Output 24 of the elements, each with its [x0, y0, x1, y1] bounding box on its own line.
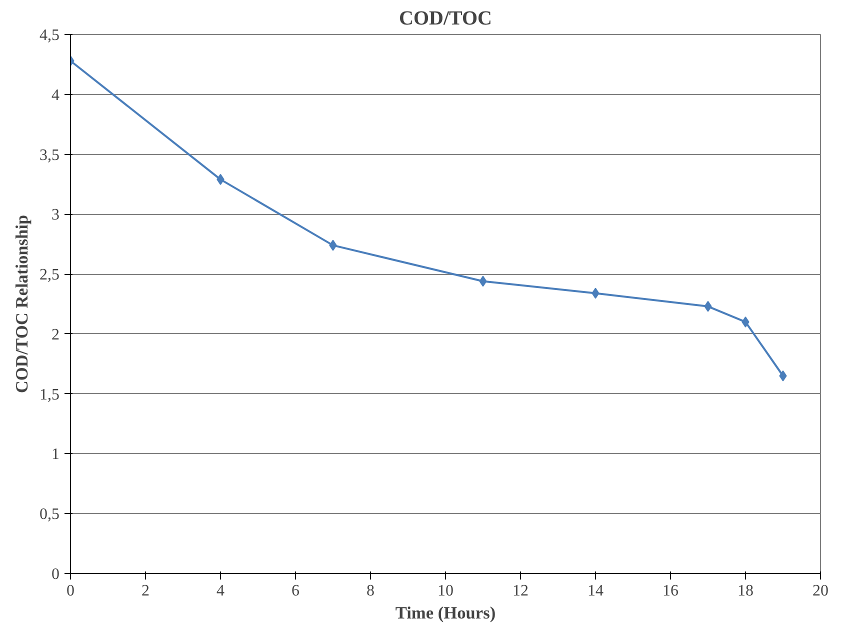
- x-tick-label: 6: [292, 582, 300, 600]
- y-tick-label: 0,5: [40, 506, 60, 524]
- x-tick-label: 8: [366, 582, 374, 600]
- chart-title: COD/TOC: [399, 8, 492, 30]
- x-tick-label: 10: [438, 582, 454, 600]
- x-tick-label: 18: [738, 582, 754, 600]
- y-tick-label: 3,5: [40, 146, 60, 164]
- x-tick-label: 12: [512, 582, 528, 600]
- x-axis-title: Time (Hours): [395, 604, 496, 622]
- y-tick-label: 1,5: [40, 386, 60, 404]
- x-tick-label: 16: [662, 582, 678, 600]
- y-tick-label: 1: [52, 446, 60, 464]
- y-tick-label: 4: [52, 86, 60, 104]
- y-tick-label: 2,5: [40, 266, 60, 284]
- y-axis-title: COD/TOC Relationship: [12, 214, 32, 394]
- x-tick-label: 2: [142, 582, 150, 600]
- y-tick-label: 3: [52, 206, 60, 224]
- x-tick-label: 4: [216, 582, 224, 600]
- x-tick-label: 20: [812, 582, 828, 600]
- y-tick-label: 0: [52, 566, 60, 583]
- y-tick-label: 4,5: [40, 27, 60, 44]
- x-tick-label: 0: [66, 582, 74, 600]
- x-tick-label: 14: [588, 582, 604, 600]
- y-tick-label: 2: [52, 326, 60, 344]
